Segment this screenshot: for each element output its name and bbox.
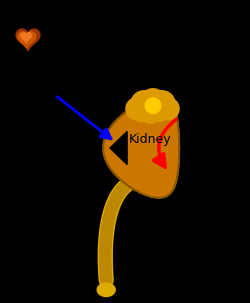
Polygon shape [18, 32, 36, 48]
Circle shape [157, 98, 179, 120]
Circle shape [126, 98, 148, 120]
Polygon shape [103, 98, 179, 198]
Polygon shape [110, 132, 127, 165]
Circle shape [149, 102, 169, 122]
Polygon shape [97, 283, 115, 297]
Polygon shape [16, 29, 40, 51]
Circle shape [140, 102, 160, 123]
Text: Kidney: Kidney [129, 133, 171, 146]
Circle shape [140, 89, 166, 115]
Circle shape [145, 98, 161, 114]
Polygon shape [21, 33, 32, 42]
Circle shape [149, 91, 175, 117]
Circle shape [131, 91, 157, 117]
Circle shape [131, 102, 151, 122]
